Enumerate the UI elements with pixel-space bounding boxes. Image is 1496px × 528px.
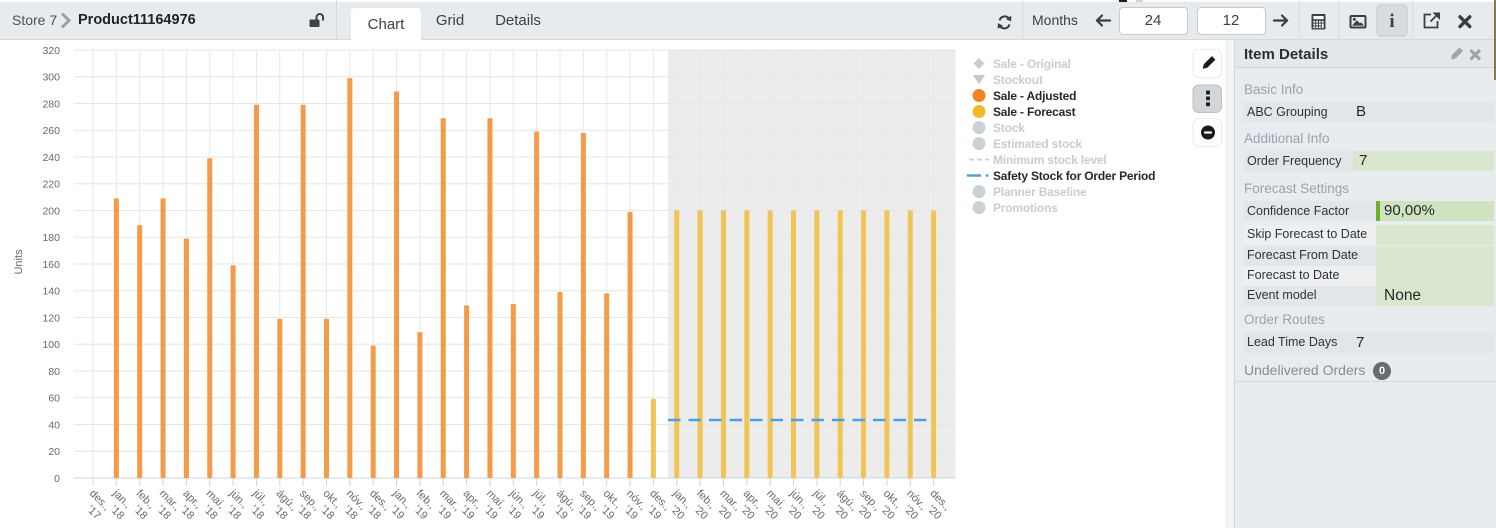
svg-text:i: i <box>1389 11 1394 32</box>
svg-text:des.,’17: des.,’17 <box>78 488 113 523</box>
svg-text:Sale - Forecast: Sale - Forecast <box>993 105 1076 119</box>
svg-text:220: 220 <box>42 179 60 191</box>
svg-text:140: 140 <box>42 286 60 298</box>
svg-text:280: 280 <box>42 98 60 110</box>
svg-text:0: 0 <box>54 473 60 485</box>
svg-text:20: 20 <box>48 446 60 458</box>
svg-text:Promotions: Promotions <box>993 201 1058 215</box>
svg-text:260: 260 <box>42 125 60 137</box>
svg-text:60: 60 <box>48 393 60 405</box>
svg-text:sep.,’19: sep.,’19 <box>568 488 603 523</box>
svg-text:120: 120 <box>42 312 60 324</box>
svg-text:ágú.,’18: ágú.,’18 <box>264 488 299 523</box>
svg-text:ágú.,’19: ágú.,’19 <box>545 488 580 523</box>
svg-text:Minimum stock level: Minimum stock level <box>993 153 1107 167</box>
svg-text:80: 80 <box>48 366 60 378</box>
svg-text:240: 240 <box>42 152 60 164</box>
svg-text:Sale - Original: Sale - Original <box>993 57 1071 71</box>
svg-text:Units: Units <box>13 249 25 275</box>
svg-text:Sale - Adjusted: Sale - Adjusted <box>993 89 1076 103</box>
svg-text:200: 200 <box>42 205 60 217</box>
svg-text:300: 300 <box>42 72 60 84</box>
svg-text:Estimated stock: Estimated stock <box>993 137 1083 151</box>
svg-text:40: 40 <box>48 419 60 431</box>
svg-text:160: 160 <box>42 259 60 271</box>
svg-text:des.,’18: des.,’18 <box>358 488 393 523</box>
svg-text:Stock: Stock <box>993 121 1025 135</box>
svg-text:Stockout: Stockout <box>993 73 1043 87</box>
svg-text:320: 320 <box>42 45 60 57</box>
svg-text:Planner Baseline: Planner Baseline <box>993 185 1087 199</box>
svg-text:Safety Stock for Order Period: Safety Stock for Order Period <box>993 169 1155 183</box>
svg-text:100: 100 <box>42 339 60 351</box>
svg-text:180: 180 <box>42 232 60 244</box>
svg-text:ágú.,’20: ágú.,’20 <box>825 488 860 523</box>
